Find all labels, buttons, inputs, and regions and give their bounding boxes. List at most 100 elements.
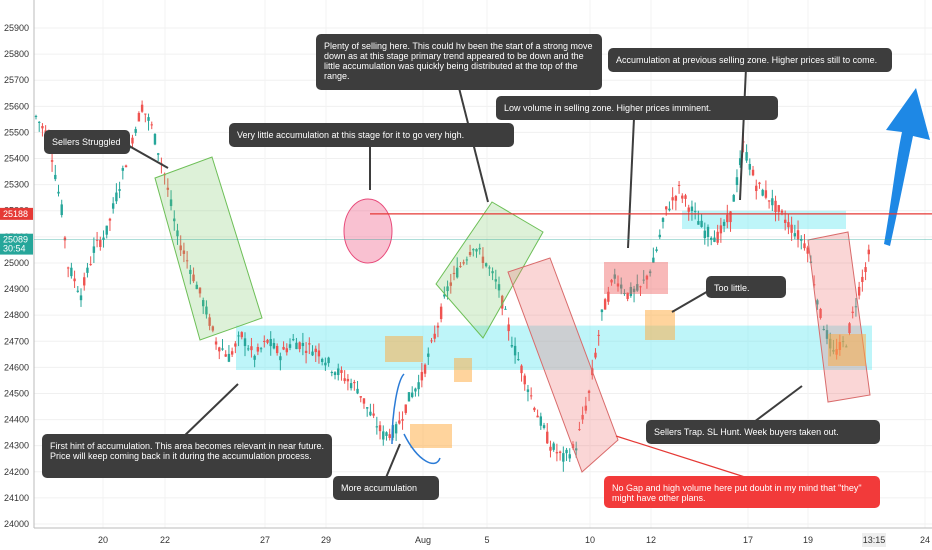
candle-body xyxy=(115,192,118,202)
x-tick-label: 24 xyxy=(920,535,930,545)
candle-body xyxy=(549,446,552,451)
candle-body xyxy=(626,292,629,299)
note-very-little: Very little accumulation at this stage f… xyxy=(229,123,514,147)
price-badge-label: 25188 xyxy=(3,209,28,219)
candle-body xyxy=(581,414,584,420)
candle-body xyxy=(234,343,237,347)
candle-body xyxy=(179,245,182,251)
y-tick-label: 24000 xyxy=(4,519,29,529)
candle-body xyxy=(182,250,186,254)
candle-body xyxy=(169,199,173,207)
candle-body xyxy=(806,247,809,254)
candle-body xyxy=(462,262,465,264)
candle-body xyxy=(150,124,153,126)
candle-body xyxy=(327,357,330,364)
candle-body xyxy=(156,153,160,155)
price-badge xyxy=(0,207,33,220)
candle-body xyxy=(124,165,128,168)
candle-body xyxy=(665,206,668,210)
candle-body xyxy=(221,348,224,350)
candle-body xyxy=(565,449,568,454)
price-badge-label: 30:54 xyxy=(3,244,26,254)
candle-body xyxy=(102,237,105,240)
candle-body xyxy=(523,375,526,385)
y-tick-label: 24700 xyxy=(4,336,29,346)
candle-body xyxy=(825,330,829,339)
candle-body xyxy=(365,407,369,409)
candle-body xyxy=(208,317,211,326)
candle-body xyxy=(382,431,385,440)
red-channel-2 xyxy=(807,231,871,403)
candle-body xyxy=(301,342,305,347)
candle-body xyxy=(616,283,620,287)
candle-body xyxy=(584,405,588,411)
candle-body xyxy=(780,210,784,213)
candle-body xyxy=(697,221,700,225)
time-label-bg xyxy=(862,533,886,547)
candle-body xyxy=(623,293,626,295)
candle-body xyxy=(600,309,604,313)
candle-body xyxy=(552,443,555,450)
candle-body xyxy=(529,395,533,397)
candle-body xyxy=(568,454,571,459)
candle-body xyxy=(700,220,703,227)
candle-body xyxy=(38,121,41,123)
candle-body xyxy=(587,390,591,394)
candle-body xyxy=(83,277,86,286)
candle-body xyxy=(320,358,324,362)
candle-body xyxy=(629,286,633,296)
candle-body xyxy=(205,306,208,315)
candle-body xyxy=(562,453,565,462)
candle-body xyxy=(848,323,851,334)
candle-body xyxy=(427,353,430,357)
candle-body xyxy=(423,364,427,374)
candle-body xyxy=(655,249,658,251)
candle-body xyxy=(92,246,96,253)
candle-body xyxy=(147,117,150,121)
candle-body xyxy=(253,355,256,360)
candle-body xyxy=(632,288,636,292)
candle-body xyxy=(237,335,240,337)
time-label: 13:15 xyxy=(863,535,886,545)
candle-body xyxy=(66,267,70,269)
blue-curve-arrow-2 xyxy=(403,433,441,464)
candle-body xyxy=(250,346,253,351)
candle-body xyxy=(790,224,793,233)
candle-body xyxy=(417,382,420,390)
candle-body xyxy=(398,420,401,424)
candle-body xyxy=(787,222,790,228)
candle-body xyxy=(346,378,350,382)
candle-body xyxy=(185,260,189,262)
candle-body xyxy=(726,214,729,223)
x-axis-ticks: 20 22 27 29 Aug 5 10 12 17 19 24 13:15 xyxy=(98,533,930,547)
candle-body xyxy=(517,359,520,361)
candle-body xyxy=(198,287,202,294)
candle-body xyxy=(854,306,858,308)
candle-body xyxy=(645,275,649,280)
big-up-arrow xyxy=(884,88,930,246)
candle-body xyxy=(758,182,761,184)
candle-body xyxy=(513,345,517,356)
candle-body xyxy=(407,392,411,402)
candle-body xyxy=(41,126,44,129)
candle-body xyxy=(34,115,38,117)
green-channel-1 xyxy=(154,156,263,341)
note-too-little: Too little. xyxy=(706,276,786,298)
x-tick-label: 10 xyxy=(585,535,595,545)
y-tick-label: 25000 xyxy=(4,258,29,268)
candle-body xyxy=(719,225,723,234)
candle-body xyxy=(134,129,137,133)
candle-body xyxy=(793,233,797,237)
candle-body xyxy=(555,452,559,454)
y-tick-label: 25400 xyxy=(4,154,29,164)
candle-body xyxy=(755,185,758,192)
candle-body xyxy=(456,267,459,278)
x-tick-label: 22 xyxy=(160,535,170,545)
x-tick-label: 5 xyxy=(484,535,489,545)
candles xyxy=(34,100,870,472)
candle-body xyxy=(636,284,639,291)
candle-body xyxy=(202,300,205,307)
candle-body xyxy=(783,219,787,223)
candle-body xyxy=(192,274,195,282)
